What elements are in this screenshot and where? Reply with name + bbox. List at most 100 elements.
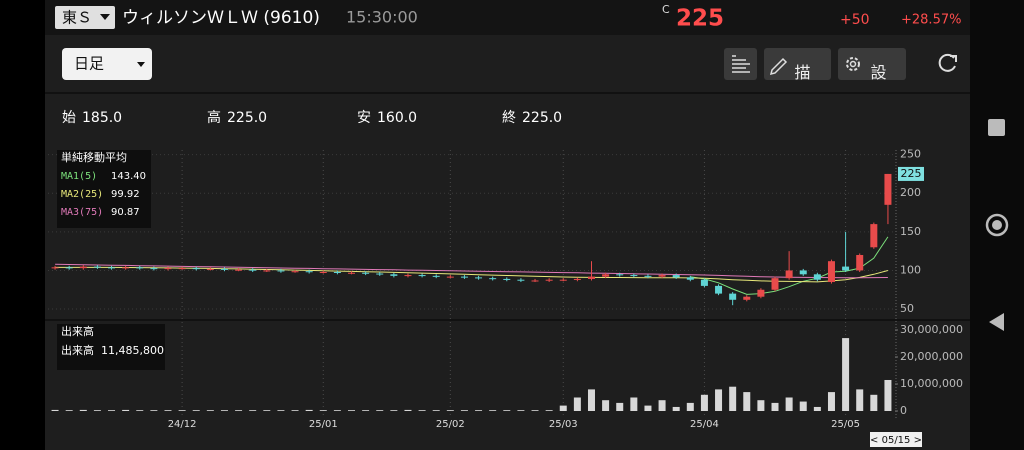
candle-body bbox=[573, 278, 581, 280]
candle-body bbox=[404, 275, 412, 277]
change-pct: +28.57% bbox=[901, 13, 961, 28]
legend-name: MA2(25) bbox=[61, 189, 103, 200]
volume-bar bbox=[700, 394, 708, 411]
candle-body bbox=[644, 275, 652, 277]
volume-bar bbox=[771, 402, 779, 411]
change: +50 bbox=[840, 12, 870, 28]
legend-value: 143.40 bbox=[111, 171, 146, 182]
icon bbox=[769, 57, 788, 76]
nav-home-dot bbox=[992, 220, 1002, 230]
candle-body bbox=[249, 269, 257, 271]
crosshair-date: < 05/15 > bbox=[870, 435, 922, 446]
nav-home[interactable] bbox=[985, 213, 1009, 237]
button-bg bbox=[764, 48, 831, 80]
candle-body bbox=[475, 277, 483, 279]
volume-bar bbox=[404, 409, 412, 411]
icon bbox=[846, 57, 860, 71]
y-tick-label: 150 bbox=[900, 225, 921, 238]
candle-body bbox=[757, 289, 765, 297]
candle-body bbox=[178, 268, 186, 270]
candle-body bbox=[743, 296, 751, 300]
candle-body bbox=[348, 272, 356, 274]
candle-body bbox=[545, 279, 553, 281]
volume-bar bbox=[150, 410, 158, 411]
candle-body bbox=[715, 285, 723, 294]
x-tick-label: 25/03 bbox=[549, 419, 578, 430]
chart: 始 185.0 高 225.0 安 160.0 終 225.0 50 100 150 200 250 0 1… bbox=[45, 109, 970, 447]
candle-body bbox=[305, 271, 313, 273]
refresh-icon[interactable] bbox=[938, 53, 956, 72]
app-bg bbox=[45, 0, 970, 450]
market-select[interactable] bbox=[55, 6, 115, 29]
volume-bar bbox=[192, 410, 200, 411]
draw-button[interactable]: 描画 bbox=[764, 48, 831, 96]
candle-body bbox=[291, 271, 299, 273]
candle-body bbox=[489, 278, 497, 280]
candle-body bbox=[686, 277, 694, 280]
volume-bar bbox=[884, 379, 892, 411]
volume-bar bbox=[235, 410, 243, 411]
candle-body bbox=[65, 267, 73, 269]
volume-bar bbox=[178, 410, 186, 411]
candle-body bbox=[390, 274, 398, 276]
volume-bar bbox=[602, 400, 610, 411]
candle-body bbox=[108, 267, 116, 269]
volume-bar bbox=[362, 410, 370, 411]
volume-bar bbox=[686, 402, 694, 411]
volume-bar bbox=[164, 410, 172, 411]
ma-line bbox=[690, 236, 889, 295]
volume-legend-value: 11,485,800 bbox=[101, 344, 164, 357]
candle-body bbox=[517, 279, 525, 281]
header-bg bbox=[45, 0, 970, 35]
x-tick-label: 25/02 bbox=[436, 419, 465, 430]
y-tick-label: 200 bbox=[900, 186, 921, 199]
candle-body bbox=[150, 268, 158, 270]
nav-back[interactable] bbox=[989, 313, 1004, 331]
volume-bar bbox=[856, 389, 864, 411]
candle-body bbox=[79, 266, 87, 269]
candle-body bbox=[277, 270, 285, 272]
volume-bar bbox=[418, 410, 426, 411]
nav-recent[interactable] bbox=[988, 119, 1005, 136]
volume-bar bbox=[715, 389, 723, 411]
ma-line bbox=[55, 263, 888, 279]
stock-title: ウィルソンＷＬＷ (9610) bbox=[122, 8, 320, 28]
icon bbox=[732, 55, 750, 73]
candle-body bbox=[842, 266, 850, 271]
legend-name: MA1(5) bbox=[61, 171, 97, 182]
icon bbox=[849, 60, 857, 68]
volume-bar bbox=[460, 410, 468, 411]
button-bg bbox=[838, 48, 906, 80]
v-tick-label: 30,000,000 bbox=[900, 323, 963, 336]
volume-bar bbox=[658, 400, 666, 411]
legend-value: 90.87 bbox=[111, 207, 140, 218]
volume-bar bbox=[559, 405, 567, 411]
ohlc-label: 高 bbox=[207, 109, 221, 126]
candle-body bbox=[362, 272, 370, 274]
draw-label: 描画 bbox=[792, 64, 811, 96]
volume-bar bbox=[799, 401, 807, 411]
volume-bar bbox=[206, 410, 214, 411]
price-tag: 225 bbox=[901, 167, 922, 180]
candle-body bbox=[319, 271, 327, 273]
x-tick-label: 25/04 bbox=[690, 419, 719, 430]
settings-button[interactable]: 設定 bbox=[838, 48, 906, 96]
candle-body bbox=[531, 280, 539, 282]
candle-body bbox=[51, 267, 59, 269]
volume-bar bbox=[93, 410, 101, 411]
volume-bar bbox=[136, 410, 144, 411]
volume-bar bbox=[517, 410, 525, 411]
candle-body bbox=[630, 275, 638, 277]
period-select[interactable] bbox=[62, 48, 152, 80]
price-flag: C bbox=[662, 3, 670, 16]
volume-bar bbox=[122, 409, 130, 411]
volume-bar bbox=[531, 410, 539, 411]
ohlc-label: 終 bbox=[502, 110, 516, 126]
candle-body bbox=[813, 274, 821, 280]
candle-body bbox=[235, 269, 243, 271]
candle-body bbox=[771, 278, 779, 290]
ohlc-value: 225.0 bbox=[522, 110, 562, 126]
candle-body bbox=[587, 276, 595, 279]
volume-bar bbox=[757, 400, 765, 411]
